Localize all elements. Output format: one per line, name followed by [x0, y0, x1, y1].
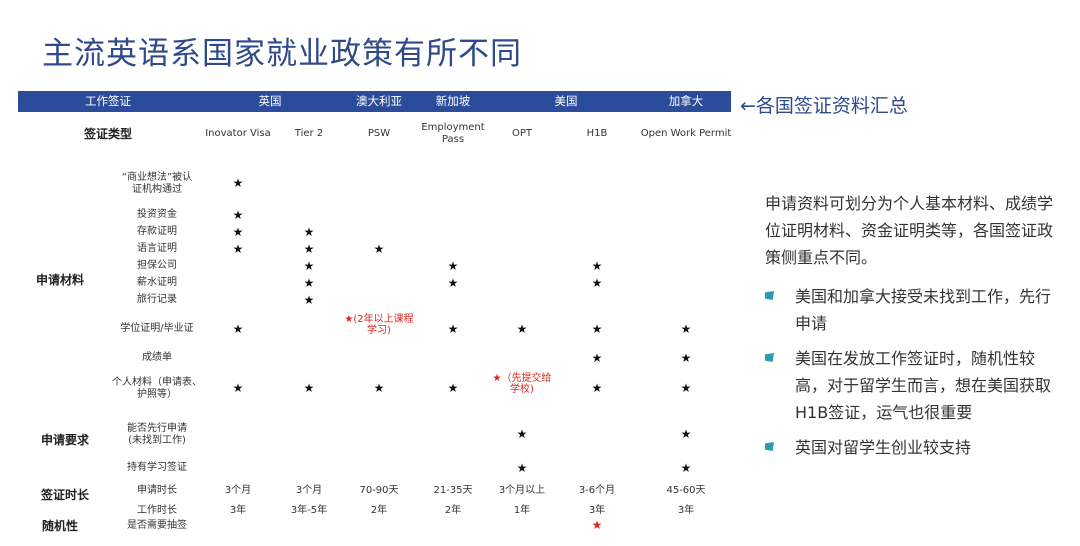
star-mark: ★: [591, 259, 603, 273]
duration-value: 3年: [229, 505, 247, 516]
visa-type-label: 签证类型: [83, 127, 133, 141]
row-label: 担保公司: [137, 260, 177, 271]
row-label: 投资资金: [137, 209, 177, 220]
star-mark: ★: [232, 322, 244, 336]
star-mark: ★: [232, 225, 244, 239]
star-mark: ★: [373, 381, 385, 395]
row-label: 薪水证明: [137, 277, 177, 288]
row-label: 成绩单: [142, 352, 172, 363]
row-label: 学位证明/毕业证: [120, 323, 194, 334]
visa-type: PSW: [367, 128, 391, 139]
bullet-icon: [765, 442, 774, 451]
row-label: 申请时长: [137, 485, 177, 496]
star-mark: ★: [232, 176, 244, 190]
visa-type: Inovator Visa: [205, 128, 271, 139]
row-label: 旅行记录: [137, 294, 177, 305]
row-label: “商业想法”被认 证机构通过: [121, 172, 193, 195]
header-cell: 英国: [258, 94, 282, 108]
bullet-item: 美国在发放工作签证时，随机性较高，对于留学生而言，想在美国获取H1B签证，运气也…: [765, 345, 1065, 426]
row-label: 是否需要抽签: [127, 520, 187, 531]
visa-type: OPT: [511, 128, 533, 139]
star-mark: ★: [591, 276, 603, 290]
star-mark: ★: [232, 381, 244, 395]
duration-value: 1年: [513, 505, 531, 516]
duration-value: 3年: [677, 505, 695, 516]
category-label: 申请材料: [35, 273, 85, 287]
right-paragraph: 申请资料可划分为个人基本材料、成绩学位证明材料、资金证明类等，各国签证政策侧重点…: [765, 194, 1054, 267]
header-cell: 加拿大: [668, 94, 704, 108]
star-mark: ★: [447, 259, 459, 273]
header-cell: 新加坡: [435, 94, 471, 108]
star-mark: ★: [680, 427, 692, 441]
star-mark: ★: [591, 381, 603, 395]
visa-type: Open Work Permit: [640, 128, 732, 139]
category-label: 签证时长: [40, 488, 90, 502]
star-mark: ★: [373, 242, 385, 256]
row-label: 工作时长: [137, 505, 177, 516]
star-mark: ★: [516, 461, 528, 475]
opt-note: ★（先提交给 学校): [492, 373, 552, 395]
category-label: 申请要求: [40, 433, 90, 447]
duration-value: 2年: [444, 505, 462, 516]
bullet-text: 美国和加拿大接受未找到工作，先行申请: [795, 287, 1052, 333]
duration-value: 45-60天: [666, 485, 706, 496]
star-mark: ★: [680, 351, 692, 365]
bullet-item: 美国和加拿大接受未找到工作，先行申请: [765, 283, 1065, 337]
row-label: 能否先行申请 (未找到工作): [127, 423, 187, 446]
bullet-text: 英国对留学生创业较支持: [795, 438, 972, 457]
header-cell: 工作签证: [85, 94, 131, 108]
star-mark: ★: [680, 461, 692, 475]
duration-value: 70-90天: [359, 485, 399, 496]
star-mark-red: ★: [591, 518, 603, 532]
star-mark: ★: [591, 322, 603, 336]
duration-value: 3-6个月: [578, 485, 616, 496]
duration-value: 2年: [370, 505, 388, 516]
star-mark: ★: [232, 242, 244, 256]
star-mark: ★: [680, 322, 692, 336]
duration-value: 3个月: [224, 485, 252, 496]
star-mark: ★: [232, 208, 244, 222]
duration-value: 3年: [588, 505, 606, 516]
star-mark: ★: [680, 381, 692, 395]
bullet-item: 英国对留学生创业较支持: [765, 434, 1065, 461]
bullet-icon: [765, 353, 774, 362]
visa-type: Tier 2: [294, 128, 324, 139]
category-label: 随机性: [41, 519, 79, 533]
star-mark: ★: [447, 276, 459, 290]
header-cell: 美国: [554, 94, 578, 108]
star-mark: ★: [591, 351, 603, 365]
row-label: 语言证明: [137, 243, 177, 254]
bullet-icon: [765, 291, 774, 300]
duration-value: 21-35天: [433, 485, 473, 496]
star-mark: ★: [447, 322, 459, 336]
header-cell: 澳大利亚: [356, 94, 402, 108]
duration-value: 3个月以上: [498, 485, 546, 496]
slide-title: 主流英语系国家就业政策有所不同: [42, 36, 522, 72]
star-mark: ★: [303, 242, 315, 256]
row-label: 持有学习签证: [127, 462, 187, 473]
table-header-bar: [18, 91, 731, 112]
duration-value: 3个月: [295, 485, 323, 496]
star-mark: ★: [303, 293, 315, 307]
star-mark: ★: [516, 322, 528, 336]
star-mark: ★: [447, 381, 459, 395]
row-label: 存款证明: [137, 226, 177, 237]
star-mark: ★: [303, 276, 315, 290]
star-mark: ★: [516, 427, 528, 441]
bullet-text: 美国在发放工作签证时，随机性较高，对于留学生而言，想在美国获取H1B签证，运气也…: [795, 349, 1052, 422]
duration-value: 3年-5年: [290, 505, 328, 516]
star-mark: ★: [303, 381, 315, 395]
star-mark: ★: [303, 259, 315, 273]
psw-note: ★(2年以上课程 学习): [344, 314, 414, 336]
visa-type: Employment Pass: [421, 122, 485, 145]
star-mark: ★: [303, 225, 315, 239]
visa-type: H1B: [586, 128, 608, 139]
row-label: 个人材料（申请表、 护照等）: [112, 377, 202, 400]
summary-label: ←各国签证资料汇总: [740, 95, 908, 117]
